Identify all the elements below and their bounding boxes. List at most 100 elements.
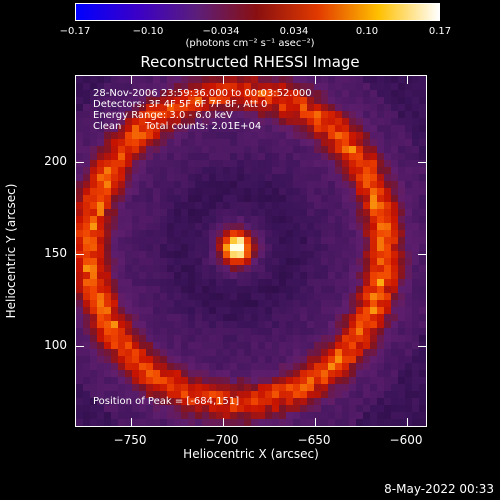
image-pixel [181,167,189,175]
image-pixel [391,272,399,280]
image-pixel [223,349,231,357]
image-pixel [398,104,406,112]
image-pixel [258,335,266,343]
image-pixel [83,419,91,426]
image-pixel [216,202,224,210]
image-pixel [139,384,147,392]
image-pixel [125,293,133,301]
image-pixel [314,97,322,105]
image-pixel [118,223,126,231]
image-pixel [230,405,238,413]
image-pixel [300,174,308,182]
image-pixel [97,181,105,189]
image-pixel [167,244,175,252]
image-pixel [125,230,133,238]
image-pixel [251,398,259,406]
image-pixel [181,293,189,301]
image-pixel [174,300,182,308]
image-pixel [391,195,399,203]
image-pixel [111,97,119,105]
image-pixel [97,377,105,385]
image-pixel [328,118,336,126]
image-pixel [111,153,119,161]
image-pixel [349,258,357,266]
image-pixel [244,265,252,273]
image-pixel [412,125,420,133]
image-pixel [349,97,357,105]
image-pixel [244,300,252,308]
image-pixel [293,174,301,182]
image-pixel [272,111,280,119]
image-pixel [174,265,182,273]
image-pixel [146,146,154,154]
image-pixel [419,321,426,329]
image-pixel [216,223,224,231]
image-pixel [230,391,238,399]
image-pixel [76,167,84,175]
image-pixel [328,83,336,91]
image-pixel [188,412,196,420]
image-pixel [174,146,182,154]
x-tick-label: −750 [113,433,147,447]
image-pixel [300,223,308,231]
image-pixel [174,279,182,287]
image-pixel [216,83,224,91]
image-pixel [146,405,154,413]
image-pixel [104,251,112,259]
image-pixel [223,90,231,98]
image-pixel [118,363,126,371]
image-pixel [279,132,287,140]
image-pixel [391,370,399,378]
image-pixel [363,181,371,189]
image-pixel [335,167,343,175]
image-pixel [76,349,84,357]
image-pixel [104,90,112,98]
image-pixel [398,174,406,182]
image-pixel [412,272,420,280]
image-pixel [97,244,105,252]
image-pixel [209,307,217,315]
image-pixel [300,293,308,301]
image-pixel [272,125,280,133]
image-pixel [97,370,105,378]
image-pixel [111,160,119,168]
image-pixel [391,286,399,294]
image-pixel [216,97,224,105]
image-pixel [314,237,322,245]
image-pixel [216,76,224,84]
image-pixel [286,335,294,343]
image-pixel [314,83,322,91]
image-pixel [405,279,413,287]
image-pixel [370,363,378,371]
image-pixel [349,125,357,133]
image-pixel [83,258,91,266]
image-pixel [237,342,245,350]
image-pixel [384,146,392,154]
image-pixel [335,314,343,322]
image-pixel [300,286,308,294]
image-pixel [97,321,105,329]
image-pixel [377,209,385,217]
image-pixel [139,272,147,280]
image-pixel [181,237,189,245]
colorbar-tick: −0.034 [202,26,240,37]
image-pixel [377,342,385,350]
image-pixel [146,167,154,175]
image-pixel [286,104,294,112]
image-pixel [279,160,287,168]
image-pixel [223,83,231,91]
image-pixel [391,216,399,224]
image-pixel [188,223,196,231]
image-pixel [398,216,406,224]
image-pixel [188,83,196,91]
image-pixel [265,412,273,420]
image-pixel [209,111,217,119]
image-pixel [174,139,182,147]
image-pixel [279,307,287,315]
image-pixel [216,146,224,154]
image-pixel [321,349,329,357]
image-pixel [286,230,294,238]
image-pixel [391,349,399,357]
image-pixel [209,132,217,140]
image-pixel [153,97,161,105]
